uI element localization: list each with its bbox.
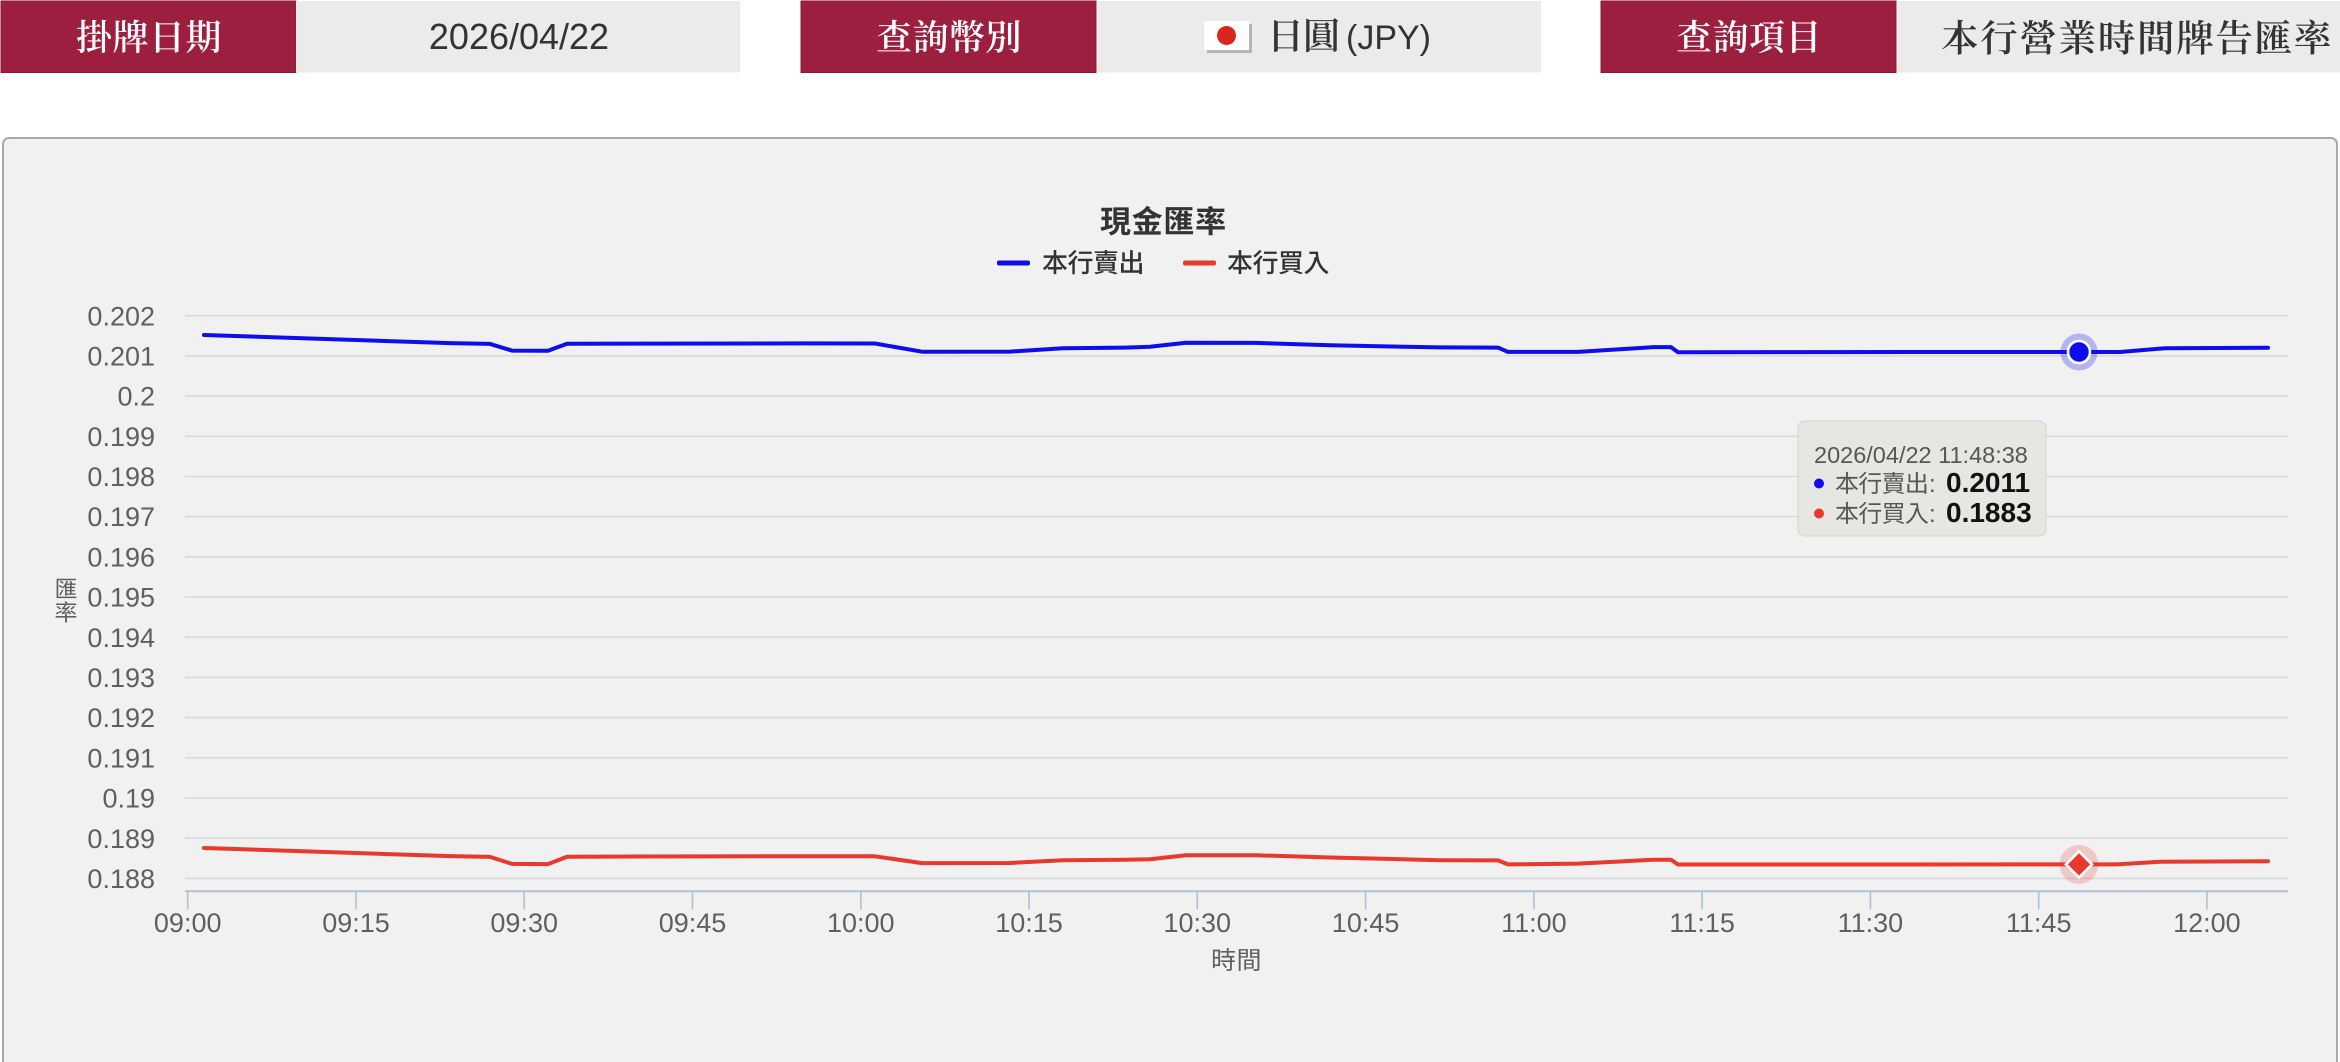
svg-text:11:15: 11:15 bbox=[1669, 908, 1735, 938]
svg-text:0.201: 0.201 bbox=[87, 342, 155, 372]
svg-text:0.197: 0.197 bbox=[87, 502, 155, 532]
svg-text:0.2: 0.2 bbox=[117, 382, 155, 412]
svg-text:0.202: 0.202 bbox=[87, 301, 155, 331]
svg-text:0.191: 0.191 bbox=[87, 743, 155, 773]
svg-text:0.194: 0.194 bbox=[87, 623, 155, 653]
svg-text:12:00: 12:00 bbox=[2173, 908, 2241, 938]
svg-text:10:00: 10:00 bbox=[827, 908, 895, 938]
svg-text:11:00: 11:00 bbox=[1501, 908, 1567, 938]
svg-text:0.19: 0.19 bbox=[102, 784, 155, 814]
svg-text:0.2011: 0.2011 bbox=[1946, 467, 2030, 498]
svg-text:0.193: 0.193 bbox=[87, 663, 155, 693]
svg-text:10:15: 10:15 bbox=[995, 908, 1063, 938]
svg-text:2026/04/22: 2026/04/22 bbox=[429, 16, 609, 57]
svg-text:0.1883: 0.1883 bbox=[1946, 497, 2032, 528]
svg-text:0.192: 0.192 bbox=[87, 703, 155, 733]
svg-text:(JPY): (JPY) bbox=[1346, 19, 1431, 57]
svg-text:09:15: 09:15 bbox=[322, 908, 390, 938]
svg-text::: : bbox=[1929, 501, 1936, 528]
svg-text:0.195: 0.195 bbox=[87, 583, 155, 613]
svg-text:11:30: 11:30 bbox=[1838, 908, 1904, 938]
svg-text:09:00: 09:00 bbox=[154, 908, 222, 938]
svg-text:0.198: 0.198 bbox=[87, 462, 155, 492]
svg-text:10:30: 10:30 bbox=[1164, 908, 1232, 938]
svg-text:0.196: 0.196 bbox=[87, 542, 155, 572]
svg-text:2026/04/22 11:48:38: 2026/04/22 11:48:38 bbox=[1814, 442, 2028, 468]
svg-text:0.188: 0.188 bbox=[87, 864, 155, 894]
svg-text:11:45: 11:45 bbox=[2006, 908, 2072, 938]
svg-text:0.199: 0.199 bbox=[87, 422, 155, 452]
svg-text:09:30: 09:30 bbox=[490, 908, 558, 938]
svg-text:10:45: 10:45 bbox=[1332, 908, 1400, 938]
svg-text:0.189: 0.189 bbox=[87, 824, 155, 854]
svg-text:09:45: 09:45 bbox=[659, 908, 727, 938]
svg-text::: : bbox=[1929, 471, 1936, 498]
